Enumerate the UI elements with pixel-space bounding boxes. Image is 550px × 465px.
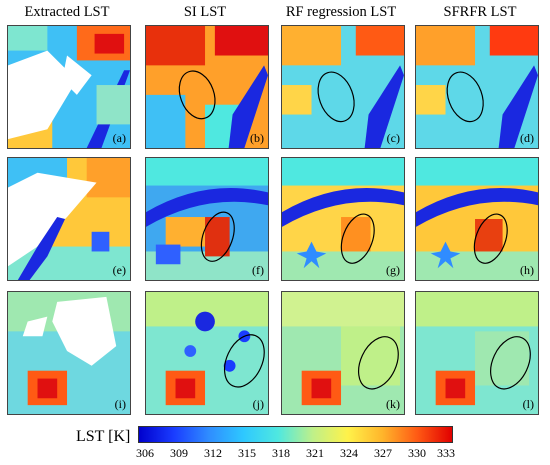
colorbar-tick: 312 [204, 446, 222, 460]
panel-c: (c) [281, 25, 405, 149]
colorbar-tick: 321 [306, 446, 324, 460]
column-title-si: SI LST [183, 4, 227, 20]
lst-map [146, 292, 268, 414]
panel-f: (f) [145, 157, 269, 281]
lst-map [282, 158, 404, 280]
panel-b: (b) [145, 25, 269, 149]
panel-label: (k) [386, 397, 400, 411]
panel-label: (g) [386, 263, 400, 277]
panel-label: (d) [520, 131, 534, 145]
column-title-sfrfr: SFRFR LST [443, 4, 517, 20]
panel-label: (i) [114, 397, 126, 411]
column-title-rf: RF regression LST [285, 4, 397, 20]
colorbar-tick: 327 [374, 446, 392, 460]
colorbar-tick: 318 [272, 446, 290, 460]
panel-label: (a) [112, 131, 126, 145]
colorbar-tick: 330 [408, 446, 426, 460]
panel-label: (c) [386, 131, 400, 145]
panel-k: (k) [281, 291, 405, 415]
panel-label: (b) [250, 131, 264, 145]
panel-label: (l) [522, 397, 534, 411]
panel-l: (l) [415, 291, 539, 415]
colorbar-tick: 324 [340, 446, 358, 460]
lst-map [146, 26, 268, 148]
colorbar-tick: 333 [437, 446, 455, 460]
lst-map [146, 158, 268, 280]
lst-map [8, 292, 130, 414]
colorbar-tick: 306 [136, 446, 154, 460]
colorbar [138, 426, 453, 443]
panel-a: (a) [7, 25, 131, 149]
panel-h: (h) [415, 157, 539, 281]
panel-e: (e) [7, 157, 131, 281]
colorbar-label: LST [K] [76, 428, 131, 445]
panel-label: (e) [112, 263, 126, 277]
lst-map [282, 292, 404, 414]
panel-j: (j) [145, 291, 269, 415]
lst-map [416, 26, 538, 148]
lst-map [282, 26, 404, 148]
panel-d: (d) [415, 25, 539, 149]
lst-map [416, 292, 538, 414]
panel-label: (j) [252, 397, 264, 411]
panel-g: (g) [281, 157, 405, 281]
column-title-extracted: Extracted LST [24, 4, 110, 20]
panel-label: (h) [520, 263, 534, 277]
colorbar-tick: 309 [170, 446, 188, 460]
lst-map [8, 158, 130, 280]
lst-map [8, 26, 130, 148]
lst-map [416, 158, 538, 280]
panel-label: (f) [252, 263, 264, 277]
colorbar-tick: 315 [238, 446, 256, 460]
panel-i: (i) [7, 291, 131, 415]
